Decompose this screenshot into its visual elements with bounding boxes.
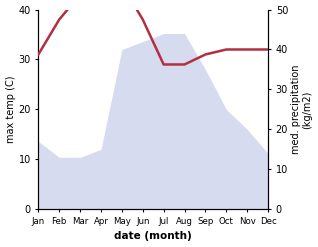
X-axis label: date (month): date (month) xyxy=(114,231,192,242)
Y-axis label: med. precipitation
(kg/m2): med. precipitation (kg/m2) xyxy=(291,65,313,154)
Y-axis label: max temp (C): max temp (C) xyxy=(5,76,16,143)
